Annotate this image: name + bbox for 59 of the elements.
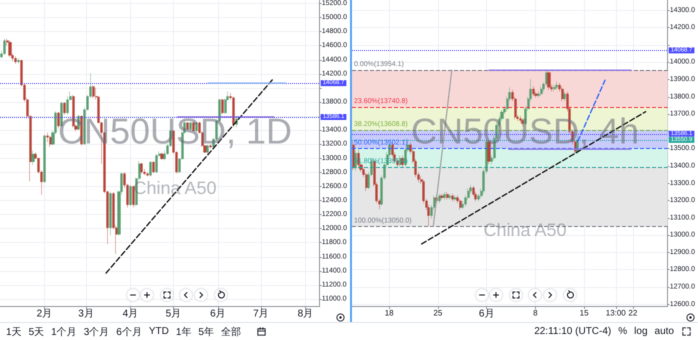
candlestick bbox=[532, 86, 535, 96]
candlestick bbox=[221, 98, 224, 115]
x-tick-label: 15 bbox=[580, 308, 590, 318]
candlestick bbox=[14, 56, 17, 64]
text: 22:11:10 (UTC-4) bbox=[534, 326, 612, 337]
x-tick-label: 6月 bbox=[210, 308, 226, 320]
text: 5天 bbox=[28, 326, 44, 338]
candlestick bbox=[443, 192, 446, 200]
x-tick-label: 7月 bbox=[253, 308, 269, 320]
text: log bbox=[634, 326, 648, 337]
candlestick bbox=[43, 134, 46, 184]
text: YTD bbox=[148, 326, 169, 337]
candlestick bbox=[31, 150, 35, 166]
text: 3个月 bbox=[84, 326, 110, 338]
candlestick bbox=[540, 86, 543, 96]
candlestick bbox=[49, 136, 52, 148]
x-tick-label: 25 bbox=[433, 308, 443, 318]
x-tick-label: 2月 bbox=[36, 308, 52, 320]
text: 5年 bbox=[198, 326, 214, 338]
candlestick bbox=[555, 81, 558, 90]
text: 1年 bbox=[176, 326, 192, 338]
x-tick-label: 3月 bbox=[78, 308, 94, 320]
candlestick bbox=[563, 91, 566, 102]
candlestick bbox=[547, 70, 551, 90]
x-tick-label: 8 bbox=[533, 308, 538, 318]
x-tick-label: 22 bbox=[628, 308, 638, 318]
x-tick-label: 8月 bbox=[298, 308, 314, 320]
candlestick bbox=[160, 152, 164, 160]
candlestick bbox=[352, 142, 355, 170]
text: 全部 bbox=[220, 326, 241, 338]
x-tick-label: 18 bbox=[384, 308, 394, 318]
text: % bbox=[618, 326, 628, 337]
candlestick bbox=[109, 191, 112, 236]
candlestick bbox=[451, 193, 454, 202]
x-tick-label: 4月 bbox=[122, 308, 138, 320]
candlestick bbox=[3, 38, 6, 56]
candlestick bbox=[561, 86, 564, 102]
candlestick bbox=[129, 184, 132, 206]
candlestick bbox=[459, 198, 462, 210]
text: 1个月 bbox=[51, 326, 77, 338]
candlestick bbox=[440, 193, 444, 200]
candlestick bbox=[453, 195, 457, 202]
candlestick bbox=[92, 84, 95, 99]
candlestick bbox=[149, 160, 152, 177]
candlestick bbox=[446, 192, 449, 200]
candlestick bbox=[132, 186, 135, 208]
x-tick-label: 5月 bbox=[166, 308, 182, 320]
candlestick bbox=[155, 154, 158, 174]
candlestick bbox=[8, 40, 12, 58]
x-tick-label: 13:00 bbox=[606, 308, 626, 318]
candlestick bbox=[553, 84, 556, 92]
candlestick bbox=[438, 193, 441, 204]
text: auto bbox=[654, 326, 674, 337]
text: 1天 bbox=[6, 326, 22, 338]
candlestick bbox=[140, 162, 143, 174]
candlestick bbox=[152, 160, 155, 174]
candlestick bbox=[448, 193, 451, 200]
x-tick-label: 6月 bbox=[478, 308, 494, 320]
text: 6个月 bbox=[116, 326, 142, 338]
